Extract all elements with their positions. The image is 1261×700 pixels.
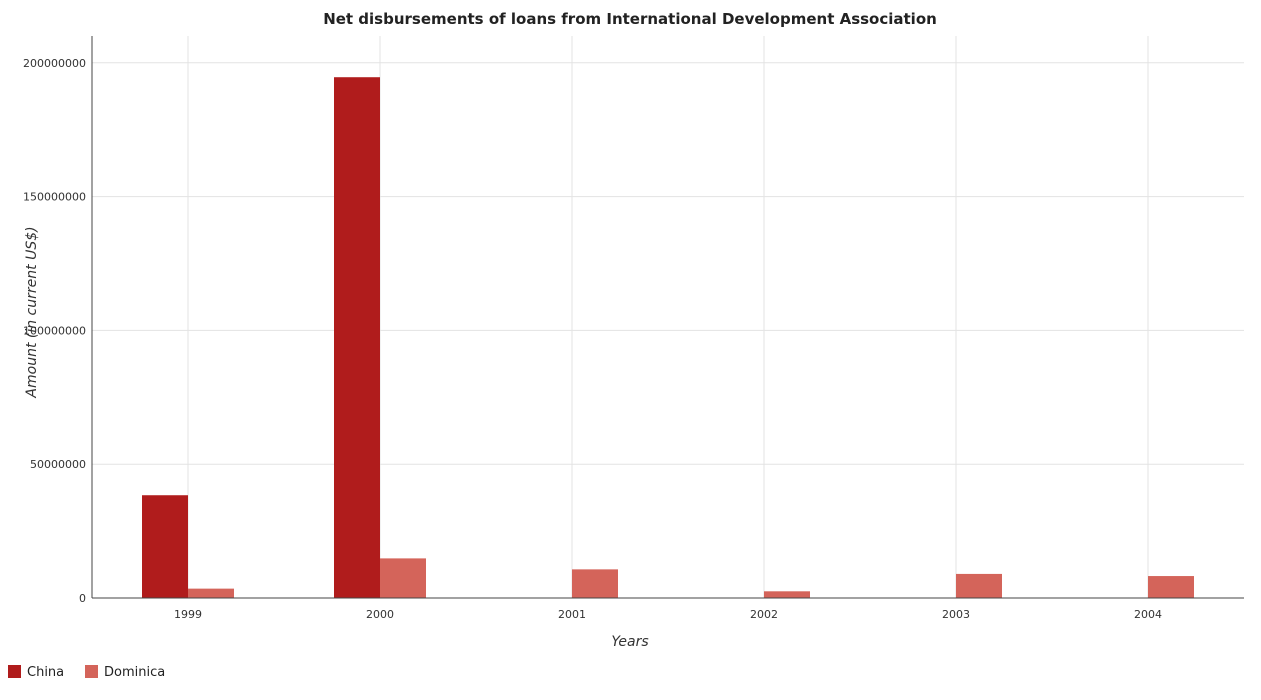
bar-dominica-2004	[1148, 576, 1194, 598]
legend-label-china: China	[27, 665, 64, 680]
bar-china-2000	[334, 77, 380, 599]
x-tick-label: 2003	[942, 608, 970, 621]
x-axis-label: Years	[611, 634, 648, 650]
y-axis-label: Amount (in current US$)	[24, 226, 40, 398]
bar-dominica-2000	[380, 558, 426, 598]
bar-dominica-1999	[188, 588, 234, 598]
legend-label-dominica: Dominica	[104, 665, 165, 680]
legend: China Dominica	[8, 665, 165, 680]
bar-china-1999	[142, 495, 188, 598]
bar-dominica-2002	[764, 591, 810, 598]
bars	[142, 77, 1194, 599]
legend-swatch-dominica	[85, 665, 98, 678]
bar-dominica-2001	[572, 569, 618, 598]
y-tick-label: 200000000	[23, 57, 86, 70]
axes	[91, 36, 1244, 599]
x-tick-label: 2004	[1134, 608, 1162, 621]
bar-dominica-2003	[956, 573, 1002, 598]
y-tick-label: 50000000	[30, 458, 86, 471]
grid	[92, 36, 1244, 599]
tick-labels: 0 50000000 100000000 150000000 200000000 1999…	[23, 57, 1162, 621]
y-tick-label: 0	[79, 592, 86, 605]
y-tick-label: 100000000	[23, 324, 86, 337]
x-tick-label: 1999	[174, 608, 202, 621]
y-tick-label: 150000000	[23, 191, 86, 204]
x-tick-label: 2001	[558, 608, 586, 621]
x-tick-label: 2000	[366, 608, 394, 621]
x-tick-label: 2002	[750, 608, 778, 621]
chart-title: Net disbursements of loans from Internat…	[323, 10, 937, 28]
legend-swatch-china	[8, 665, 21, 678]
